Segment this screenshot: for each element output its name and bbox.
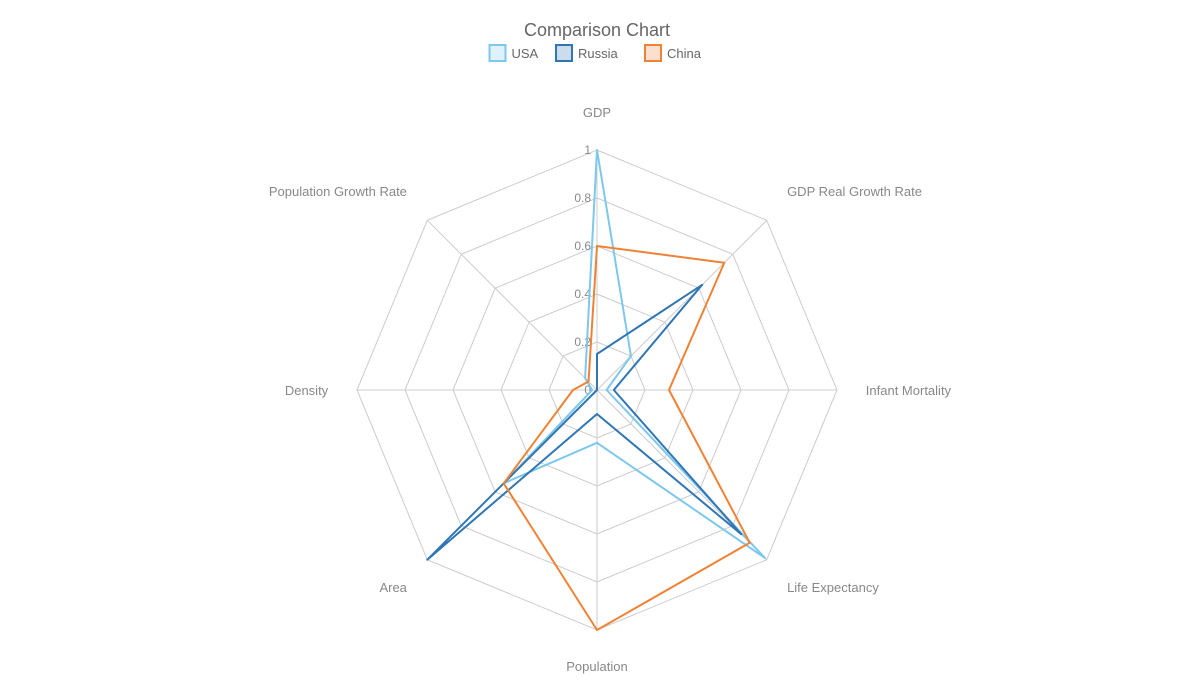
axis-label: Infant Mortality [866, 383, 952, 398]
axis-label: Area [379, 580, 407, 595]
axis-label: Life Expectancy [787, 580, 879, 595]
axis-label: Density [285, 383, 329, 398]
axis-label: GDP [583, 105, 611, 120]
legend-label[interactable]: Russia [578, 46, 619, 61]
axis-label: Population Growth Rate [269, 184, 407, 199]
tick-label: 0.2 [574, 335, 591, 349]
legend-swatch-fill [646, 46, 660, 60]
radar-chart: 00.20.40.60.81GDPGDP Real Growth RateInf… [0, 0, 1195, 681]
chart-title: Comparison Chart [524, 20, 670, 40]
legend-label[interactable]: USA [512, 46, 539, 61]
tick-label: 0.8 [574, 191, 591, 205]
legend-swatch-fill [491, 46, 505, 60]
radar-chart-container: 00.20.40.60.81GDPGDP Real Growth RateInf… [0, 0, 1195, 681]
tick-label: 0.6 [574, 239, 591, 253]
axis-label: GDP Real Growth Rate [787, 184, 922, 199]
tick-label: 1 [584, 143, 591, 157]
legend-label[interactable]: China [667, 46, 702, 61]
grid-spoke [427, 220, 597, 390]
series-line [427, 285, 741, 560]
legend-swatch-fill [557, 46, 571, 60]
axis-label: Population [566, 659, 627, 674]
